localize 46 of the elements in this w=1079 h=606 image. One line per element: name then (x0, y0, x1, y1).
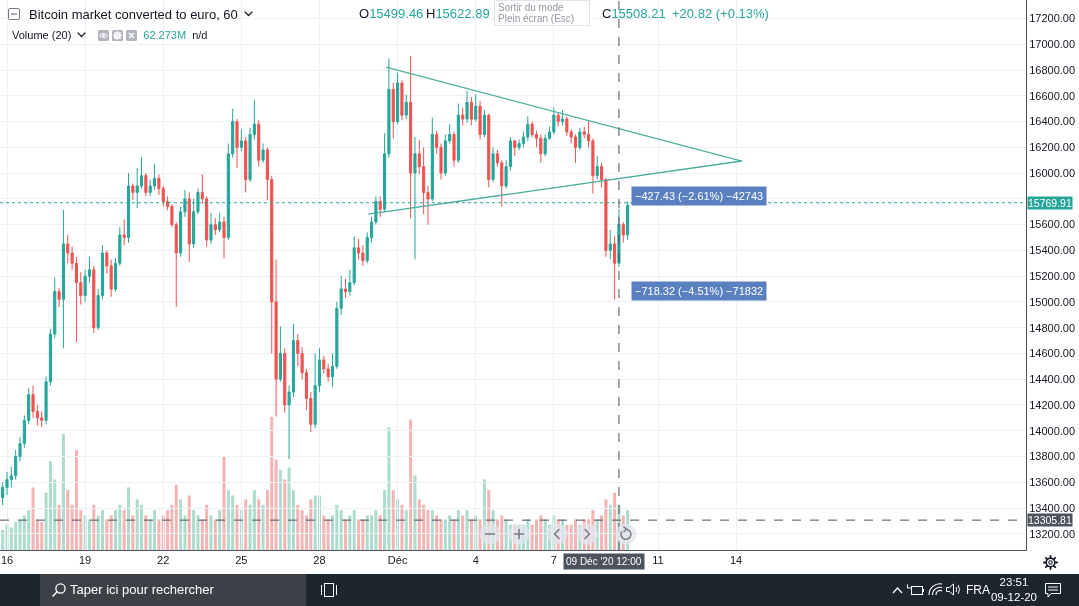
annotation: O15499.46 (359, 6, 424, 21)
x-tick-label: 22 (157, 554, 170, 567)
annotation: −718.32 (−4.51%) −71832 (635, 285, 764, 297)
y-tick-label: 16000.00 (1029, 166, 1076, 179)
x-tick-label: 11 (652, 554, 664, 567)
text: Bitcoin market converted to euro, 60 (29, 6, 238, 22)
ref-line-label: 09 Déc '20 12:00 (566, 556, 642, 567)
x-tick-label: 7 (550, 554, 557, 567)
y-tick-label: 14000.00 (1029, 424, 1076, 437)
x-tick-label: 14 (729, 554, 743, 567)
y-tick-label: 13600.00 (1029, 476, 1076, 489)
ref-line-label: 13305.81 (1028, 514, 1072, 526)
y-tick-label: 15200.00 (1029, 270, 1076, 283)
x-tick-label: 4 (472, 554, 479, 567)
y-tick-label: 14200.00 (1029, 398, 1076, 411)
annotation: +20.82 (+0.13%) (672, 6, 769, 21)
y-tick-label: 16800.00 (1029, 63, 1076, 76)
y-tick-label: 13200.00 (1029, 527, 1076, 540)
y-tick-label: 14400.00 (1029, 373, 1076, 386)
annotation: Sortir du mode Plein écran (Esc) (498, 2, 575, 24)
y-tick-label: 15600.00 (1029, 218, 1076, 231)
y-tick-label: 14800.00 (1029, 321, 1076, 334)
x-tick-label: Déc (387, 554, 408, 567)
x-tick-label: 19 (79, 554, 92, 567)
annotation: n/d (192, 29, 208, 41)
annotation: 62.273M (143, 29, 187, 41)
y-tick-label: 16600.00 (1029, 89, 1076, 102)
y-tick-label: 17000.00 (1029, 38, 1076, 51)
ref-line-label: 15769.91 (1028, 197, 1072, 209)
y-tick-label: 14600.00 (1029, 347, 1076, 360)
y-tick-label: 15000.00 (1029, 295, 1076, 308)
x-tick-label: 16 (0, 554, 14, 567)
annotation: C15508.21 (602, 6, 666, 21)
search-field: Taper ici pour rechercher (40, 574, 306, 606)
annotation: H15622.89 (426, 6, 490, 21)
x-tick-label: 25 (235, 554, 248, 567)
y-tick-label: 16200.00 (1029, 141, 1076, 154)
x-tick-label: 28 (313, 554, 326, 567)
annotation: −427.43 (−2.61%) −42743 (635, 190, 764, 202)
y-tick-label: 17200.00 (1029, 12, 1076, 25)
y-tick-label: 16400.00 (1029, 115, 1076, 128)
y-tick-label: 13800.00 (1029, 450, 1076, 463)
y-tick-label: 13400.00 (1029, 501, 1076, 514)
tooltip-box: Sortir du mode Plein écran (Esc) (494, 0, 590, 26)
annotation: Volume (20) (12, 29, 72, 41)
y-tick-label: 15400.00 (1029, 244, 1076, 257)
